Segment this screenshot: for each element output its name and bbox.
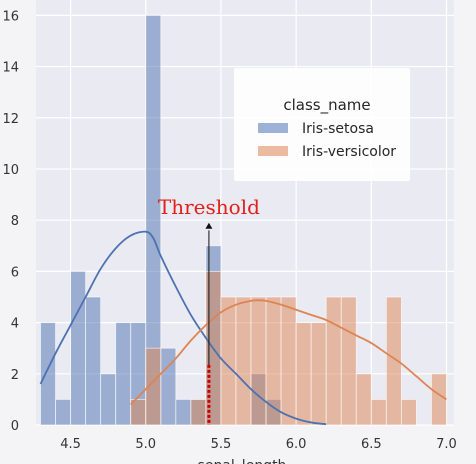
y-tick-label: 10 <box>2 163 19 178</box>
x-tick-label: 4.5 <box>60 437 81 452</box>
y-tick-label: 16 <box>2 9 19 24</box>
bar-iris-versicolor <box>281 297 296 425</box>
legend-title: class_name <box>283 96 370 115</box>
x-tick-label: 6.5 <box>361 437 382 452</box>
x-tick-label: 6.0 <box>286 437 307 452</box>
threshold-label: Threshold <box>158 195 260 219</box>
bar-iris-versicolor <box>356 374 371 425</box>
bar-iris-setosa <box>86 297 101 425</box>
y-tick-label: 6 <box>11 265 19 280</box>
bar-iris-versicolor <box>341 297 356 425</box>
legend-label-iris-versicolor: Iris-versicolor <box>302 144 396 160</box>
y-tick-label: 8 <box>11 214 19 229</box>
bar-iris-setosa <box>116 323 131 425</box>
y-tick-label: 14 <box>2 61 19 76</box>
bar-iris-versicolor <box>251 297 266 425</box>
bar-iris-versicolor <box>371 399 386 425</box>
bar-iris-versicolor <box>236 297 251 425</box>
x-tick-label: 5.0 <box>135 437 156 452</box>
bar-iris-setosa <box>56 399 71 425</box>
x-tick-label: 7.0 <box>436 437 457 452</box>
x-tick-label: 5.5 <box>211 437 232 452</box>
x-axis-label: sepal_length <box>198 458 287 464</box>
bar-iris-versicolor <box>266 297 281 425</box>
bar-iris-versicolor <box>296 323 311 425</box>
bar-iris-versicolor <box>191 399 206 425</box>
bar-iris-versicolor <box>401 399 416 425</box>
y-tick-label: 12 <box>2 112 19 127</box>
bar-iris-setosa <box>101 374 116 425</box>
y-tick-label: 2 <box>11 368 19 383</box>
legend-swatch-iris-setosa <box>258 123 288 133</box>
legend: class_name Iris-setosa Iris-versicolor <box>234 68 410 181</box>
legend-label-iris-setosa: Iris-setosa <box>302 121 374 137</box>
bar-iris-setosa <box>41 323 56 425</box>
bar-iris-versicolor <box>431 374 446 425</box>
bar-iris-versicolor <box>326 297 341 425</box>
bar-iris-setosa <box>176 399 191 425</box>
bar-iris-setosa <box>71 271 86 425</box>
y-tick-label: 4 <box>11 317 19 332</box>
y-tick-label: 0 <box>11 419 19 434</box>
bar-iris-versicolor <box>311 323 326 425</box>
legend-swatch-iris-versicolor <box>258 146 288 156</box>
